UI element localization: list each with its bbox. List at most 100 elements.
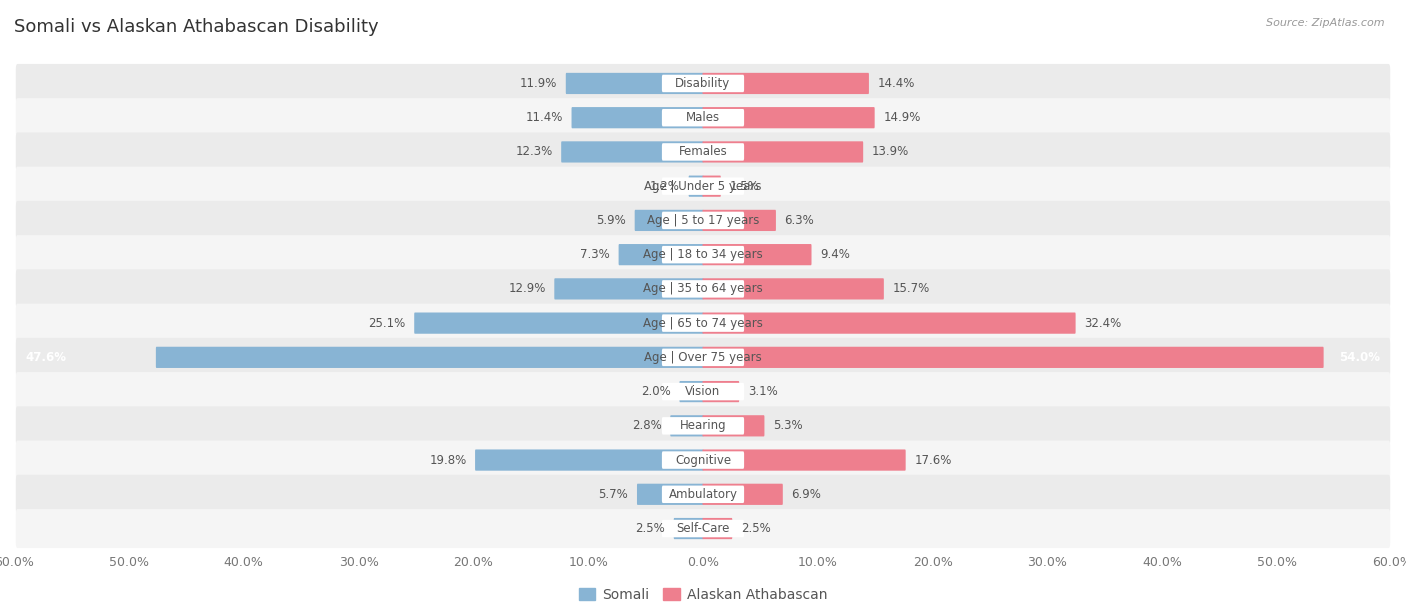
- FancyBboxPatch shape: [15, 201, 1391, 240]
- Text: 3.1%: 3.1%: [748, 385, 778, 398]
- FancyBboxPatch shape: [15, 132, 1391, 171]
- Text: Disability: Disability: [675, 77, 731, 90]
- FancyBboxPatch shape: [703, 313, 1076, 334]
- Text: 7.3%: 7.3%: [581, 248, 610, 261]
- FancyBboxPatch shape: [662, 212, 744, 229]
- FancyBboxPatch shape: [475, 449, 703, 471]
- FancyBboxPatch shape: [662, 315, 744, 332]
- FancyBboxPatch shape: [15, 166, 1391, 206]
- FancyBboxPatch shape: [703, 107, 875, 129]
- FancyBboxPatch shape: [15, 64, 1391, 103]
- Text: 6.9%: 6.9%: [792, 488, 821, 501]
- Text: 5.9%: 5.9%: [596, 214, 626, 227]
- Text: 1.2%: 1.2%: [650, 180, 681, 193]
- FancyBboxPatch shape: [679, 381, 703, 402]
- FancyBboxPatch shape: [15, 509, 1391, 548]
- FancyBboxPatch shape: [689, 176, 703, 197]
- Text: 12.3%: 12.3%: [516, 146, 553, 159]
- FancyBboxPatch shape: [662, 349, 744, 366]
- FancyBboxPatch shape: [662, 143, 744, 161]
- FancyBboxPatch shape: [662, 417, 744, 435]
- Text: 2.5%: 2.5%: [741, 522, 770, 535]
- FancyBboxPatch shape: [703, 176, 721, 197]
- Text: Vision: Vision: [685, 385, 721, 398]
- FancyBboxPatch shape: [15, 372, 1391, 411]
- FancyBboxPatch shape: [554, 278, 703, 299]
- FancyBboxPatch shape: [662, 451, 744, 469]
- FancyBboxPatch shape: [673, 518, 703, 539]
- Text: Age | 18 to 34 years: Age | 18 to 34 years: [643, 248, 763, 261]
- Text: 6.3%: 6.3%: [785, 214, 814, 227]
- Text: Females: Females: [679, 146, 727, 159]
- Text: 5.3%: 5.3%: [773, 419, 803, 432]
- FancyBboxPatch shape: [15, 441, 1391, 480]
- Text: 2.8%: 2.8%: [631, 419, 662, 432]
- Text: Age | Under 5 years: Age | Under 5 years: [644, 180, 762, 193]
- FancyBboxPatch shape: [662, 75, 744, 92]
- Text: Age | 65 to 74 years: Age | 65 to 74 years: [643, 316, 763, 330]
- Text: 2.5%: 2.5%: [636, 522, 665, 535]
- FancyBboxPatch shape: [662, 485, 744, 503]
- FancyBboxPatch shape: [703, 483, 783, 505]
- FancyBboxPatch shape: [662, 520, 744, 537]
- Text: 13.9%: 13.9%: [872, 146, 910, 159]
- FancyBboxPatch shape: [703, 210, 776, 231]
- Text: 11.4%: 11.4%: [526, 111, 562, 124]
- Text: Cognitive: Cognitive: [675, 453, 731, 466]
- FancyBboxPatch shape: [415, 313, 703, 334]
- FancyBboxPatch shape: [703, 141, 863, 163]
- Text: 32.4%: 32.4%: [1084, 316, 1122, 330]
- FancyBboxPatch shape: [662, 109, 744, 127]
- FancyBboxPatch shape: [15, 98, 1391, 137]
- Legend: Somali, Alaskan Athabascan: Somali, Alaskan Athabascan: [574, 583, 832, 608]
- Text: 17.6%: 17.6%: [914, 453, 952, 466]
- FancyBboxPatch shape: [561, 141, 703, 163]
- FancyBboxPatch shape: [703, 347, 1323, 368]
- Text: 54.0%: 54.0%: [1340, 351, 1381, 364]
- FancyBboxPatch shape: [15, 304, 1391, 343]
- Text: 19.8%: 19.8%: [429, 453, 467, 466]
- Text: Somali vs Alaskan Athabascan Disability: Somali vs Alaskan Athabascan Disability: [14, 18, 378, 36]
- Text: Males: Males: [686, 111, 720, 124]
- Text: 12.9%: 12.9%: [509, 282, 546, 296]
- FancyBboxPatch shape: [15, 406, 1391, 446]
- Text: 14.4%: 14.4%: [877, 77, 915, 90]
- FancyBboxPatch shape: [637, 483, 703, 505]
- FancyBboxPatch shape: [662, 246, 744, 263]
- FancyBboxPatch shape: [671, 415, 703, 436]
- FancyBboxPatch shape: [565, 73, 703, 94]
- Text: 5.7%: 5.7%: [599, 488, 628, 501]
- Text: 15.7%: 15.7%: [893, 282, 929, 296]
- Text: Hearing: Hearing: [679, 419, 727, 432]
- FancyBboxPatch shape: [571, 107, 703, 129]
- Text: 25.1%: 25.1%: [368, 316, 405, 330]
- Text: 9.4%: 9.4%: [820, 248, 851, 261]
- FancyBboxPatch shape: [703, 244, 811, 265]
- FancyBboxPatch shape: [703, 278, 884, 299]
- Text: Age | 35 to 64 years: Age | 35 to 64 years: [643, 282, 763, 296]
- Text: Age | Over 75 years: Age | Over 75 years: [644, 351, 762, 364]
- FancyBboxPatch shape: [703, 518, 733, 539]
- Text: 14.9%: 14.9%: [883, 111, 921, 124]
- FancyBboxPatch shape: [156, 347, 703, 368]
- Text: Ambulatory: Ambulatory: [668, 488, 738, 501]
- FancyBboxPatch shape: [15, 235, 1391, 274]
- Text: Source: ZipAtlas.com: Source: ZipAtlas.com: [1267, 18, 1385, 28]
- Text: 2.0%: 2.0%: [641, 385, 671, 398]
- FancyBboxPatch shape: [634, 210, 703, 231]
- FancyBboxPatch shape: [662, 383, 744, 400]
- FancyBboxPatch shape: [15, 338, 1391, 377]
- FancyBboxPatch shape: [662, 280, 744, 297]
- Text: Self-Care: Self-Care: [676, 522, 730, 535]
- FancyBboxPatch shape: [703, 381, 740, 402]
- Text: 47.6%: 47.6%: [25, 351, 66, 364]
- FancyBboxPatch shape: [703, 449, 905, 471]
- FancyBboxPatch shape: [619, 244, 703, 265]
- FancyBboxPatch shape: [703, 415, 765, 436]
- Text: Age | 5 to 17 years: Age | 5 to 17 years: [647, 214, 759, 227]
- FancyBboxPatch shape: [703, 73, 869, 94]
- Text: 1.5%: 1.5%: [730, 180, 759, 193]
- FancyBboxPatch shape: [15, 269, 1391, 308]
- Text: 11.9%: 11.9%: [520, 77, 557, 90]
- FancyBboxPatch shape: [15, 475, 1391, 514]
